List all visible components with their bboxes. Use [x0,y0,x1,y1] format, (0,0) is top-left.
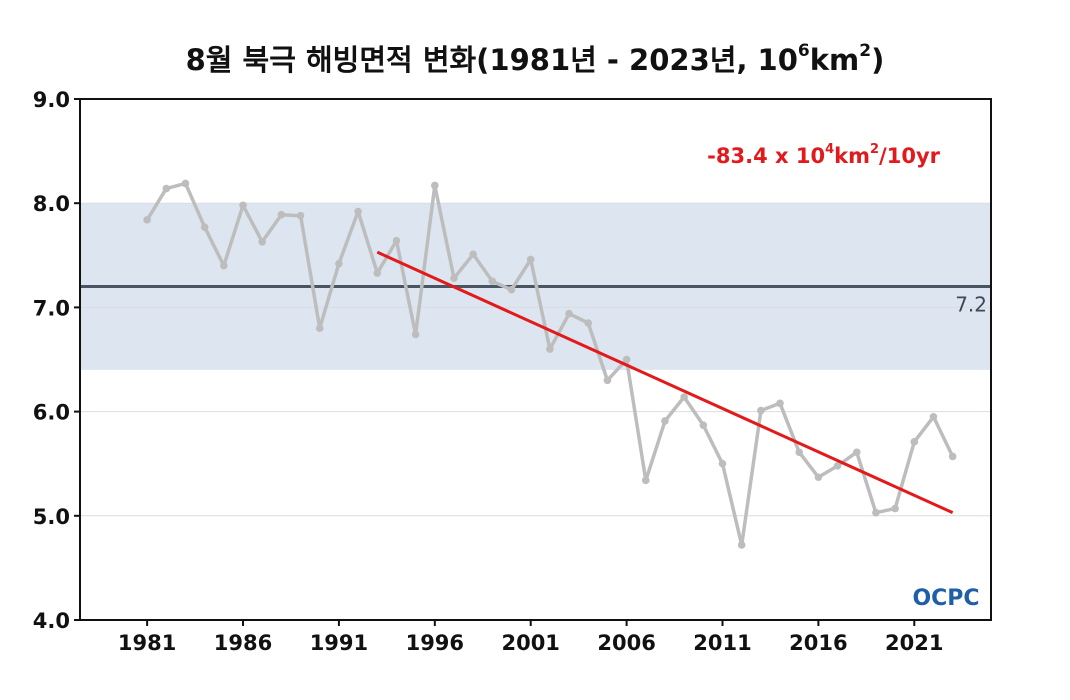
data-point [910,438,919,446]
data-point [680,393,688,401]
data-point [507,285,516,294]
chart-title: 8월 북극 해빙면적 변화(1981년 - 2023년, 106km2) [186,41,885,77]
data-point [814,473,823,482]
x-tick-label: 2021 [885,631,943,655]
trend-line [376,250,954,515]
data-point [584,319,593,327]
data-point [335,259,343,268]
data-point [603,376,612,385]
mean-label: 7.2 [955,293,987,317]
data-point [143,216,151,224]
y-tick-label: 8.0 [33,192,70,216]
data-point [239,201,247,210]
data-point [277,210,286,219]
data-point [546,345,554,353]
x-tick-label: 1986 [214,631,272,655]
y-tick-label: 6.0 [33,401,70,425]
y-tick-label: 9.0 [33,88,70,112]
trend-label: -83.4 x 104km2/10yr [707,142,940,168]
data-point [661,417,669,425]
y-tick-label: 5.0 [33,505,70,529]
data-point [181,179,190,188]
data-point [891,504,899,513]
x-tick-label: 2001 [501,631,559,655]
data-point [622,355,631,364]
data-point [641,476,650,485]
logo-text: OCPC [912,586,979,611]
data-point [162,184,171,193]
data-point [488,277,497,286]
data-point [852,448,861,457]
y-tick-label: 4.0 [33,609,70,633]
data-point [929,413,938,421]
data-point [315,324,324,333]
data-point [565,309,573,318]
y-tick-label: 7.0 [33,296,70,320]
data-point [450,274,458,283]
x-tick-label: 2011 [693,631,751,655]
data-point [258,237,267,246]
plot-area: 7.2 4.0 5.0 6.0 7.0 8.0 9.0 1981 1986 1991 1996 200… [33,88,992,655]
data-point [526,255,535,264]
x-tick-label: 2006 [597,631,655,655]
data-point [737,541,746,549]
x-tick-label: 1996 [406,631,464,655]
data-point [469,250,477,259]
x-tick-label: 1981 [118,631,176,655]
data-point [699,421,708,429]
data-point [718,459,727,468]
data-point [431,181,439,190]
data-point [296,211,305,220]
data-point [411,330,420,339]
data-point [220,261,228,270]
ocpc-logo: OCPC [912,586,979,611]
data-point [833,461,842,470]
data-point [872,508,880,517]
data-point [392,236,401,245]
plot-frame [79,98,992,621]
data-point [776,399,784,408]
data-point [373,269,382,277]
x-tick-label: 2016 [789,631,847,655]
data-point [200,223,209,231]
data-point [948,452,957,461]
data-point [795,448,804,457]
x-tick-label: 1991 [310,631,368,655]
data-point [757,406,765,415]
data-point [354,207,362,216]
